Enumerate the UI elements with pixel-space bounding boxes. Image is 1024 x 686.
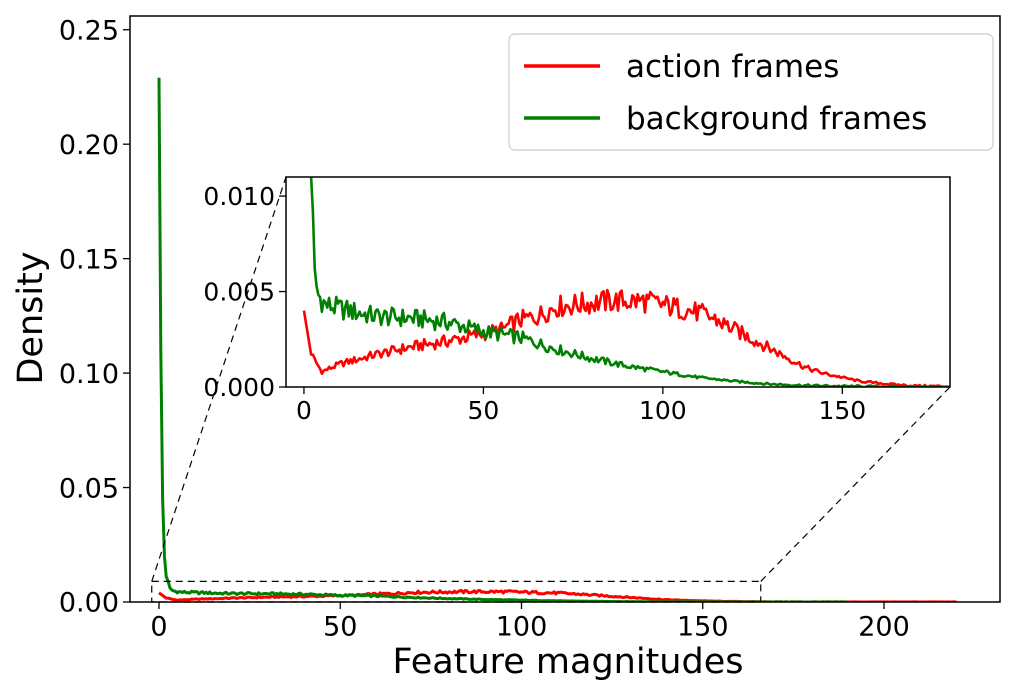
main-x-ticks: 0 50 100 150 200 xyxy=(150,602,910,643)
inset-plot-frame xyxy=(285,176,951,388)
inset-y-ticks: 0.000 0.005 0.010 xyxy=(203,182,286,402)
inset-x-ticks: 0 50 100 150 xyxy=(296,387,866,425)
main-plot: 0 50 100 150 200 0.00 0.05 0.10 0.15 0.20 0.25 xyxy=(59,15,1001,643)
main-x-tick-label: 0 xyxy=(150,612,167,643)
main-x-tick-label: 50 xyxy=(323,612,357,643)
main-y-tick-label: 0.20 xyxy=(59,130,119,161)
main-y-tick-label: 0.00 xyxy=(59,588,119,619)
inset-y-tick-label: 0.010 xyxy=(203,182,275,211)
x-axis-title: Feature magnitudes xyxy=(393,642,744,682)
main-x-tick-label: 200 xyxy=(858,612,910,643)
inset-x-tick-label: 50 xyxy=(467,396,499,425)
main-y-tick-label: 0.25 xyxy=(59,15,119,46)
inset-x-tick-label: 0 xyxy=(296,396,312,425)
legend: action frames background frames xyxy=(508,33,994,151)
inset-series-action xyxy=(302,288,950,387)
zoom-region-box xyxy=(151,580,762,603)
inset-x-tick-label: 100 xyxy=(639,396,687,425)
main-y-ticks: 0.00 0.05 0.10 0.15 0.20 0.25 xyxy=(59,15,130,619)
inset-background xyxy=(286,177,950,387)
y-axis-title: Density xyxy=(11,251,51,384)
main-y-tick-label: 0.05 xyxy=(59,473,119,504)
main-plot-frame xyxy=(129,15,1001,603)
main-y-tick-label: 0.10 xyxy=(59,359,119,390)
main-x-tick-label: 150 xyxy=(677,612,729,643)
legend-box xyxy=(508,33,994,151)
inset-x-tick-label: 150 xyxy=(818,396,866,425)
inset-y-tick-label: 0.005 xyxy=(203,278,275,307)
main-y-tick-label: 0.15 xyxy=(59,244,119,275)
inset-plot: 0 50 100 150 0.000 0.005 0.010 xyxy=(203,176,951,425)
inset-y-tick-label: 0.000 xyxy=(203,373,275,402)
zoom-connector-right xyxy=(760,386,951,582)
legend-label-background: background frames xyxy=(626,101,927,137)
legend-label-action: action frames xyxy=(626,49,839,85)
main-x-tick-label: 100 xyxy=(496,612,548,643)
